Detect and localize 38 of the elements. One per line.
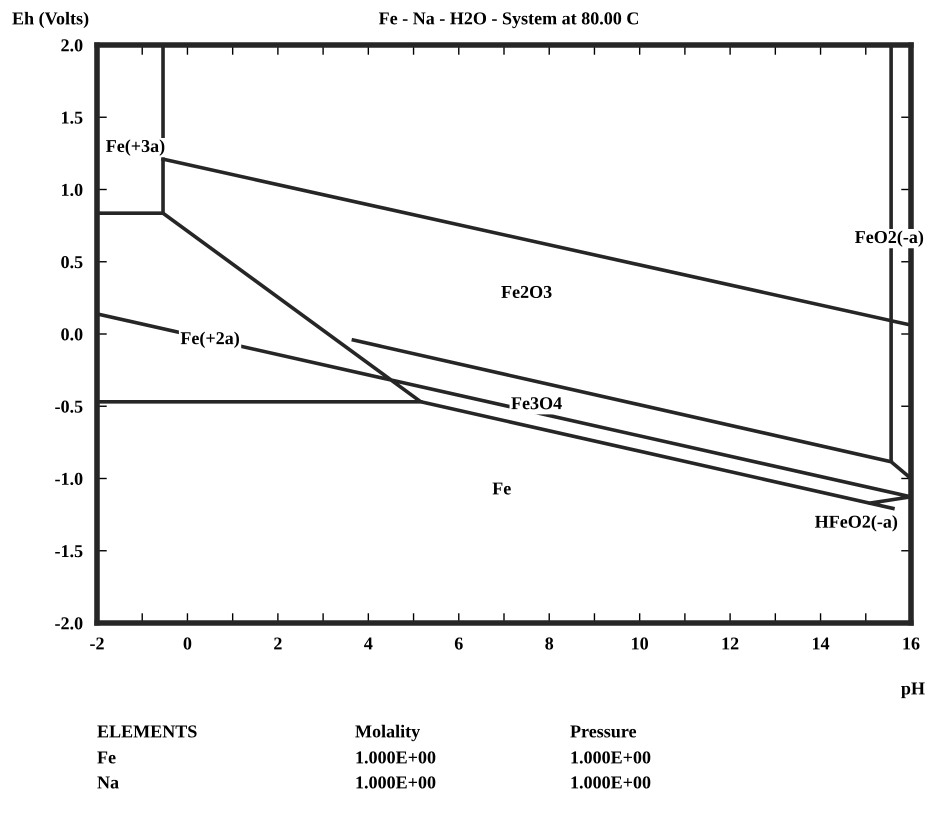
text: 1.000E+00 xyxy=(356,751,436,764)
text: ELEMENTS xyxy=(97,725,197,738)
annotation: HFeO2(-a) xyxy=(814,515,898,532)
y-tick-label: -1.0 xyxy=(55,472,82,486)
x-tick-label: 16 xyxy=(903,637,920,650)
x-tick-label: 2 xyxy=(274,637,282,650)
x-tick-label: 12 xyxy=(722,637,738,650)
y-tick-label: -1.5 xyxy=(55,545,82,558)
text: 1.000E+00 xyxy=(356,776,436,789)
x-tick-label: 4 xyxy=(364,638,373,650)
text: Na xyxy=(97,776,119,789)
y-tick-label: -0.5 xyxy=(55,400,82,413)
annotation: FeO2(-a) xyxy=(855,230,924,247)
x-tick-label: 8 xyxy=(545,637,554,650)
text: Pressure xyxy=(570,726,636,738)
annotation: Fe(+3a) xyxy=(106,139,164,156)
chart-title: Fe - Na - H2O - System at 80.00 C xyxy=(378,12,638,28)
annotation: Fe2O3 xyxy=(501,286,552,298)
y-axis-title: Eh (Volts) xyxy=(12,12,88,28)
y-tick-label: 0.5 xyxy=(61,256,82,268)
x-tick-label: -2 xyxy=(90,637,104,650)
text: Fe xyxy=(97,752,116,764)
x-tick-label: 6 xyxy=(454,637,463,650)
y-tick-label: 2.0 xyxy=(61,39,82,52)
annotation: Fe3O4 xyxy=(511,397,562,410)
text: 1.000E+00 xyxy=(571,776,650,789)
annotation: Fe xyxy=(492,482,511,495)
x-axis-title: pH xyxy=(901,682,925,698)
x-tick-label: 14 xyxy=(812,638,830,650)
text: Molality xyxy=(355,724,420,742)
y-tick-label: 1.0 xyxy=(62,184,82,196)
y-tick-label: 1.5 xyxy=(62,112,82,124)
text: 1.000E+00 xyxy=(571,751,650,764)
y-tick-label: -2.0 xyxy=(55,617,82,630)
x-tick-label: 0 xyxy=(184,637,192,650)
y-tick-label: 0.0 xyxy=(61,328,82,341)
annotation: Fe(+2a) xyxy=(180,332,239,348)
x-tick-label: 10 xyxy=(632,637,648,650)
